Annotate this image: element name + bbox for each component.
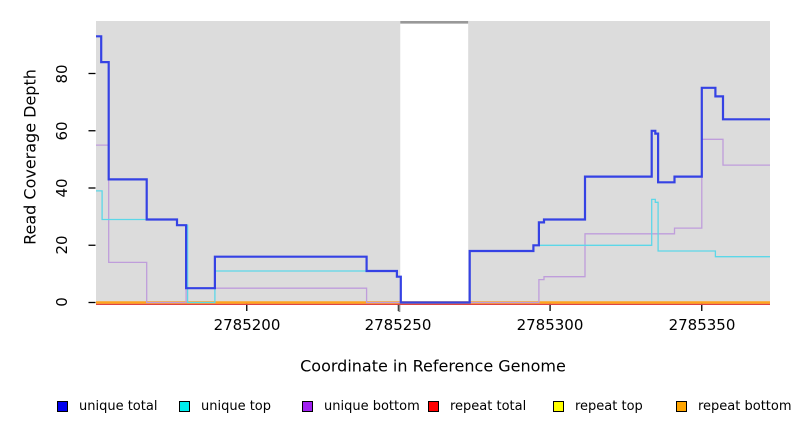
legend-item-repeat-top: repeat top <box>553 398 643 414</box>
legend-item-unique-top: unique top <box>179 398 271 414</box>
x-tick-label-2785300: 2785300 <box>516 316 584 334</box>
y-axis-title: Read Coverage Depth <box>20 69 40 245</box>
x-tick-label-2785200: 2785200 <box>213 316 281 334</box>
legend-item-repeat-bottom: repeat bottom <box>676 398 792 414</box>
legend-item-repeat-total: repeat total <box>428 398 526 414</box>
y-tick-label-80: 80 <box>53 64 71 84</box>
y-tick-label-20: 20 <box>53 235 71 255</box>
legend-label: unique total <box>79 398 158 414</box>
y-tick-label-60: 60 <box>53 121 71 141</box>
legend-swatch-repeat-total <box>428 400 439 412</box>
y-tick-label-40: 40 <box>53 178 71 198</box>
legend-label: unique bottom <box>324 398 420 414</box>
legend-label: unique top <box>201 398 272 414</box>
legend-label: repeat total <box>450 398 527 414</box>
x-tick-label-2785350: 2785350 <box>668 316 736 334</box>
legend-item-unique-total: unique total <box>57 398 157 414</box>
legend-label: repeat top <box>575 398 643 414</box>
legend-label: repeat bottom <box>698 398 792 414</box>
legend-swatch-unique-top <box>179 400 190 412</box>
x-axis-title: Coordinate in Reference Genome <box>300 356 566 376</box>
legend-swatch-unique-total <box>57 400 68 412</box>
legend-swatch-repeat-bottom <box>676 400 687 412</box>
x-tick-label-2785250: 2785250 <box>364 316 432 334</box>
legend-item-unique-bottom: unique bottom <box>302 398 420 414</box>
legend-swatch-unique-bottom <box>302 400 313 412</box>
legend-swatch-repeat-top <box>553 400 564 412</box>
y-tick-label-0: 0 <box>53 297 71 307</box>
